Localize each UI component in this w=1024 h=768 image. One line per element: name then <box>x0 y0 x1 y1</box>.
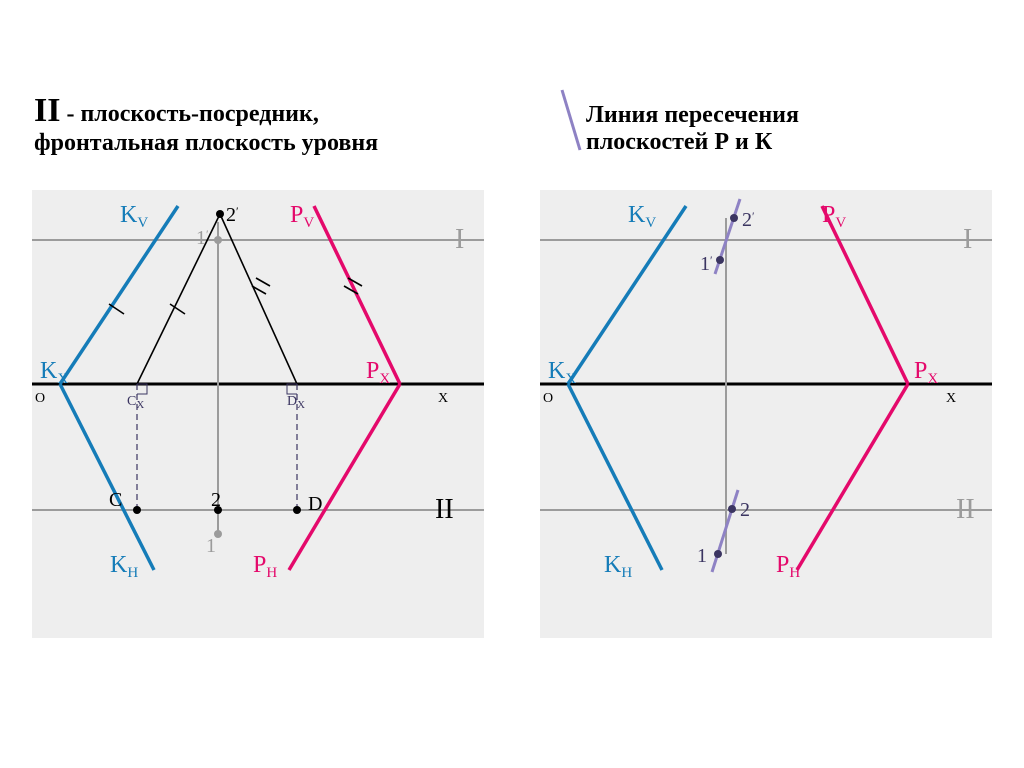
pt-C <box>133 506 141 514</box>
trace-Ph <box>289 384 400 570</box>
r-Kv <box>568 206 686 384</box>
pt-D <box>293 506 301 514</box>
lbl-Pv: PV <box>290 202 314 231</box>
legend-intersection-line <box>562 90 580 150</box>
r-lbl-O: O <box>543 391 553 406</box>
r-lbl-Pv: PV <box>822 202 846 231</box>
r-pt-2p <box>730 214 738 222</box>
lbl-1p: 1′ <box>196 227 209 249</box>
trace-Kv <box>60 206 178 384</box>
trace-Pv <box>314 206 400 384</box>
lbl-Kx: KX <box>40 358 68 387</box>
r-lbl-1p: 1′ <box>700 253 713 275</box>
r-pt-2 <box>728 505 736 513</box>
pt-2p <box>216 210 224 218</box>
trace-Kh <box>60 384 154 570</box>
r-lbl-I: I <box>963 224 972 255</box>
lbl-Ph: PH <box>253 552 277 581</box>
lbl-Cx: CX <box>127 394 144 411</box>
r-lbl-Kx: KX <box>548 358 576 387</box>
r-Kh <box>568 384 662 570</box>
lbl-D: D <box>308 493 322 515</box>
r-lbl-Kv: KV <box>628 202 656 231</box>
lbl-II: II <box>435 494 454 525</box>
lbl-Px: PX <box>366 358 390 387</box>
left-diagram: KV PV KX PX KH PH O X CX DX I II 1′ 2′ 2… <box>32 202 484 581</box>
r-lbl-II: II <box>956 494 975 525</box>
r-Pv <box>822 206 908 384</box>
right-diagram: KV PV KX PX KH PH O X I II 2′ 1′ 2 1 <box>540 199 992 581</box>
r-lbl-Px: PX <box>914 358 938 387</box>
diagram-svg: KV PV KX PX KH PH O X CX DX I II 1′ 2′ 2… <box>0 0 1024 768</box>
r-Ph <box>797 384 908 570</box>
tick-tri-right-2 <box>256 278 270 286</box>
r-lbl-1: 1 <box>697 545 707 567</box>
r-lbl-Ph: PH <box>776 552 800 581</box>
r-lbl-X: X <box>946 391 956 406</box>
lbl-2p: 2′ <box>226 204 239 226</box>
lbl-2: 2 <box>211 489 221 511</box>
lbl-Kh: KH <box>110 552 138 581</box>
lbl-C: C <box>109 489 122 511</box>
lbl-X: X <box>438 391 448 406</box>
lbl-Kv: KV <box>120 202 148 231</box>
r-lbl-2p: 2′ <box>742 209 755 231</box>
lbl-Dx: DX <box>287 394 305 411</box>
lbl-1: 1 <box>206 535 216 557</box>
r-pt-1p <box>716 256 724 264</box>
pt-1p <box>214 236 222 244</box>
r-lbl-2: 2 <box>740 499 750 521</box>
lbl-I: I <box>455 224 464 255</box>
r-lbl-Kh: KH <box>604 552 632 581</box>
r-pt-1 <box>714 550 722 558</box>
lbl-O: O <box>35 391 45 406</box>
